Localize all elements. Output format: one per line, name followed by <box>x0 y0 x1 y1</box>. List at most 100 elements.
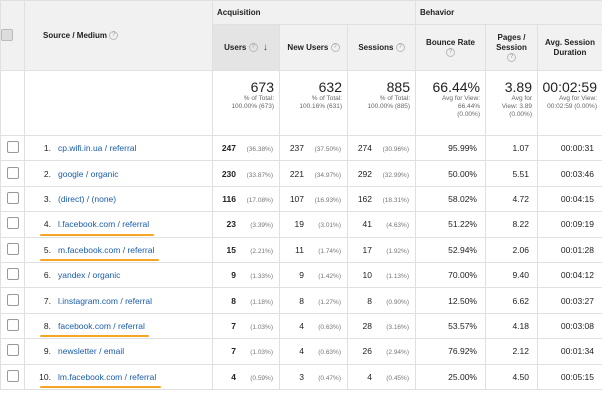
avg-duration-cell: 00:01:34 <box>537 338 602 365</box>
source-medium-link[interactable]: lm.facebook.com / referral <box>58 371 157 382</box>
users-percent: (2.21%) <box>250 247 273 255</box>
new-users-percent: (16.93%) <box>314 196 341 204</box>
row-checkbox[interactable] <box>6 268 19 281</box>
source-medium-link[interactable]: newsletter / email <box>58 346 125 357</box>
pages-per-session-cell: 1.07 <box>485 134 538 162</box>
source-medium-link[interactable]: yandex / organic <box>58 270 121 281</box>
source-medium-link[interactable]: cp.wifi.in.ua / referral <box>58 143 137 154</box>
users-value: 7 <box>231 346 236 357</box>
source-medium-link[interactable]: (direct) / (none) <box>58 193 117 204</box>
row-checkbox[interactable] <box>6 217 19 230</box>
sessions-cell: 26 (2.94%) <box>347 338 416 365</box>
users-cell: 7 (1.03%) <box>212 338 280 365</box>
avg-duration-cell: 00:01:28 <box>537 236 602 263</box>
new-users-cell: 4 (0.63%) <box>279 312 348 340</box>
select-all-cell <box>0 0 25 71</box>
users-cell: 15 (2.21%) <box>212 236 280 263</box>
new-users-percent: (1.27%) <box>318 298 341 306</box>
sort-descending-icon[interactable]: ↓ <box>262 41 268 53</box>
highlight-underline <box>39 385 161 388</box>
total-sessions-value: 885 <box>386 79 410 95</box>
total-pages-line3: (0.00%) <box>509 111 532 118</box>
avg-session-duration-header[interactable]: Avg. Session Duration <box>537 24 602 71</box>
bounce-rate-label: Bounce Rate <box>426 37 475 47</box>
sessions-value: 4 <box>367 371 372 382</box>
pages-per-session-cell: 6.62 <box>485 287 538 314</box>
row-checkbox[interactable] <box>6 242 19 255</box>
new-users-value: 8 <box>299 295 304 306</box>
help-icon[interactable]: ? <box>248 42 258 52</box>
sessions-percent: (2.94%) <box>386 349 409 357</box>
help-icon[interactable]: ? <box>446 47 455 57</box>
new-users-header[interactable]: New Users ? <box>279 24 348 71</box>
users-cell: 23 (3.39%) <box>212 211 280 238</box>
row-checkbox-cell <box>0 312 25 340</box>
row-checkbox[interactable] <box>6 293 19 306</box>
source-medium-link[interactable]: m.facebook.com / referral <box>58 244 155 255</box>
sessions-cell: 162 (18.31%) <box>347 185 416 213</box>
bounce-rate-cell: 50.00% <box>415 160 486 187</box>
sessions-value: 26 <box>362 346 372 357</box>
row-checkbox[interactable] <box>6 369 19 382</box>
table-row: 5. m.facebook.com / referral 15 (2.21%) 11… <box>0 236 602 263</box>
avg-label-line1: Avg. Session <box>545 37 595 47</box>
pages-per-session-header[interactable]: Pages / Session ? <box>485 24 538 71</box>
new-users-label: New Users <box>287 42 329 52</box>
sessions-percent: (32.99%) <box>382 171 409 179</box>
users-header[interactable]: Users ? ↓ <box>212 24 280 71</box>
bounce-rate-cell: 70.00% <box>415 261 486 289</box>
sessions-percent: (30.96%) <box>382 146 409 154</box>
row-checkbox-cell <box>0 211 25 238</box>
new-users-value: 3 <box>299 371 304 382</box>
total-duration-line1: Avg for View: <box>558 95 597 102</box>
sessions-header[interactable]: Sessions ? <box>347 24 416 71</box>
users-percent: (17.08%) <box>246 196 273 204</box>
group-header-row: Source / Medium ? Acquisition Behavior <box>0 0 602 71</box>
new-users-value: 11 <box>295 244 304 255</box>
sessions-percent: (0.90%) <box>386 298 409 306</box>
select-all-checkbox[interactable] <box>1 28 13 41</box>
new-users-cell: 4 (0.63%) <box>279 338 348 365</box>
avg-label-line2: Duration <box>553 47 587 57</box>
total-bounce-line2: 66.44% <box>457 103 480 110</box>
source-medium-link[interactable]: l.facebook.com / referral <box>58 219 150 230</box>
total-users-value: 673 <box>250 79 274 95</box>
source-medium-link[interactable]: l.instagram.com / referral <box>58 295 152 306</box>
source-medium-link[interactable]: facebook.com / referral <box>58 320 145 331</box>
users-value: 230 <box>221 168 236 179</box>
total-new-users-line1: % of Total: <box>311 95 342 102</box>
new-users-percent: (1.74%) <box>318 247 341 255</box>
row-checkbox[interactable] <box>6 344 19 357</box>
behavior-group-header: Behavior <box>415 0 602 25</box>
new-users-cell: 237 (37.50%) <box>279 134 348 162</box>
sessions-label: Sessions <box>358 42 394 52</box>
acquisition-group-header: Acquisition <box>212 0 416 25</box>
pages-per-session-cell: 2.12 <box>485 338 538 365</box>
bounce-rate-cell: 52.94% <box>415 236 486 263</box>
help-icon[interactable]: ? <box>109 31 119 41</box>
row-checkbox[interactable] <box>6 141 19 154</box>
source-medium-link[interactable]: google / organic <box>58 168 119 179</box>
source-medium-cell: 1. cp.wifi.in.ua / referral <box>24 134 213 162</box>
row-checkbox[interactable] <box>6 191 19 204</box>
total-pages-line1: Avg for <box>511 95 532 102</box>
sessions-value: 17 <box>362 244 372 255</box>
row-index: 4. <box>43 219 51 230</box>
source-medium-header[interactable]: Source / Medium ? <box>24 0 213 71</box>
help-icon[interactable]: ? <box>507 52 516 62</box>
new-users-value: 19 <box>294 219 304 230</box>
row-checkbox-cell <box>0 287 25 314</box>
help-icon[interactable]: ? <box>330 42 340 52</box>
row-checkbox[interactable] <box>6 318 19 331</box>
help-icon[interactable]: ? <box>395 42 405 52</box>
total-pages-line2: View: 3.89 <box>501 103 532 110</box>
total-bounce-rate: 66.44% Avg for View: 66.44% (0.00%) <box>415 70 486 136</box>
table-row: 6. yandex / organic 9 (1.33%) 9 (1.42%) 10 (… <box>0 261 602 289</box>
table-row: 2. google / organic 230 (33.87%) 221 (34.97… <box>0 160 602 187</box>
row-checkbox[interactable] <box>6 166 19 179</box>
total-sessions-line2: 100.00% (885) <box>367 103 410 110</box>
sessions-cell: 17 (1.92%) <box>347 236 416 263</box>
avg-duration-cell: 00:04:15 <box>537 185 602 213</box>
source-medium-cell: 2. google / organic <box>24 160 213 187</box>
bounce-rate-header[interactable]: Bounce Rate ? <box>415 24 486 71</box>
